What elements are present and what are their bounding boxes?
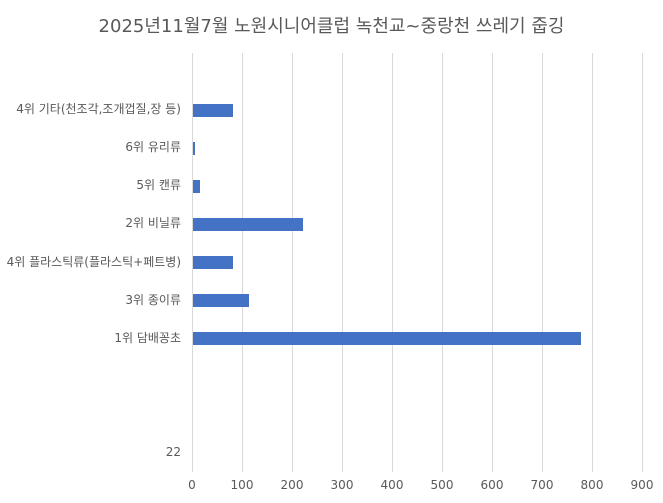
category-label: 5위 캔류 bbox=[136, 178, 181, 193]
gridline bbox=[541, 53, 543, 472]
bar bbox=[193, 141, 195, 155]
bar bbox=[193, 256, 233, 269]
gridline bbox=[241, 53, 243, 472]
category-label: 3위 종이류 bbox=[125, 292, 181, 307]
x-tick-label: 0 bbox=[188, 478, 196, 492]
bar bbox=[193, 332, 581, 346]
x-tick-label: 400 bbox=[380, 478, 404, 492]
gridline bbox=[191, 53, 193, 472]
gridline bbox=[491, 53, 493, 472]
plot-area bbox=[191, 53, 643, 472]
x-tick-label: 200 bbox=[280, 478, 304, 492]
category-label: 22 bbox=[165, 444, 181, 459]
category-axis: 4위 기타(천조각,조개껍질,장 등) 6위 유리류 5위 캔류 2위 비닐류 4위 플… bbox=[0, 53, 181, 472]
gridline bbox=[391, 53, 393, 472]
bar bbox=[193, 103, 233, 117]
category-label: 6위 유리류 bbox=[125, 140, 181, 155]
gridline bbox=[291, 53, 293, 472]
x-tick-label: 700 bbox=[530, 478, 554, 492]
gridline bbox=[341, 53, 343, 472]
category-label: 4위 플라스틱류(플라스틱+페트병) bbox=[6, 254, 181, 269]
gridline bbox=[641, 53, 643, 472]
chart-title: 2025년11월7월 노원시니어클럽 녹천교~중랑천 쓰레기 줍깅 bbox=[98, 16, 565, 37]
value-axis: 0 100 200 300 400 500 600 700 800 900 bbox=[188, 478, 653, 496]
bar bbox=[193, 217, 303, 231]
x-tick-label: 100 bbox=[230, 478, 254, 492]
x-tick-label: 500 bbox=[430, 478, 454, 492]
x-tick-label: 300 bbox=[330, 478, 354, 492]
bar bbox=[193, 179, 200, 193]
x-tick-label: 600 bbox=[480, 478, 504, 492]
x-tick-label: 900 bbox=[630, 478, 654, 492]
bar bbox=[193, 294, 249, 308]
x-tick-label: 800 bbox=[580, 478, 604, 492]
category-label: 4위 기타(천조각,조개껍질,장 등) bbox=[16, 102, 181, 117]
category-label: 1위 담배꽁초 bbox=[114, 330, 181, 345]
gridline bbox=[591, 53, 593, 472]
gridline bbox=[441, 53, 443, 472]
category-label: 2위 비닐류 bbox=[125, 216, 181, 231]
